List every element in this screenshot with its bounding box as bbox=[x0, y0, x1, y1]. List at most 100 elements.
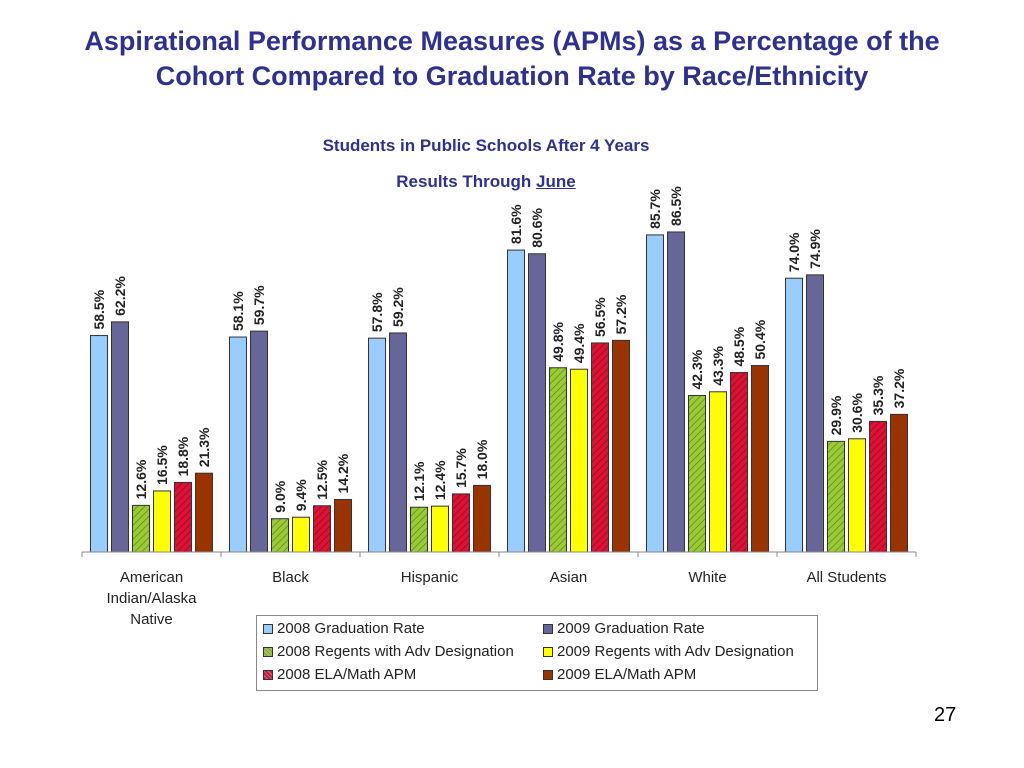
value-label-1-3: 9.4% bbox=[293, 479, 309, 511]
bar-2-0 bbox=[368, 337, 386, 553]
value-label-4-0: 85.7% bbox=[647, 189, 663, 229]
legend-swatch-5 bbox=[543, 669, 553, 680]
bar-4-1 bbox=[667, 231, 685, 553]
bar-1-3 bbox=[292, 516, 310, 553]
bar-1-2 bbox=[271, 518, 289, 553]
bar-3-1 bbox=[528, 253, 546, 553]
legend: 2008 Graduation Rate 2009 Graduation Rat… bbox=[256, 615, 818, 691]
bar-5-1 bbox=[806, 274, 824, 553]
bar-1-4 bbox=[313, 505, 331, 553]
bar-1-5 bbox=[334, 498, 352, 553]
value-label-5-0: 74.0% bbox=[786, 232, 802, 272]
value-label-1-0: 58.1% bbox=[230, 291, 246, 331]
value-label-0-0: 58.5% bbox=[91, 289, 107, 329]
legend-label: 2009 ELA/Math APM bbox=[557, 666, 697, 683]
value-label-0-2: 12.6% bbox=[133, 459, 149, 499]
bar-4-0 bbox=[646, 234, 664, 553]
legend-item-2008-ela-math-apm: 2008 ELA/Math APM bbox=[257, 663, 537, 686]
bar-3-2 bbox=[549, 367, 567, 553]
value-label-5-1: 74.9% bbox=[807, 229, 823, 269]
bar-0-3 bbox=[153, 490, 171, 553]
bar-0-4 bbox=[174, 481, 192, 553]
legend-swatch-3 bbox=[543, 646, 553, 657]
value-label-2-5: 18.0% bbox=[474, 439, 490, 479]
bar-2-4 bbox=[452, 493, 470, 553]
chart-subtitle: Students in Public Schools After 4 Years bbox=[322, 136, 650, 155]
value-label-1-5: 14.2% bbox=[335, 453, 351, 493]
legend-label: 2009 Regents with Adv Designation bbox=[557, 643, 794, 660]
category-label-4: White bbox=[688, 569, 726, 586]
legend-swatch-1 bbox=[543, 623, 553, 634]
bar-1-0 bbox=[229, 336, 247, 553]
legend-label: 2008 Graduation Rate bbox=[277, 620, 425, 637]
value-label-1-2: 9.0% bbox=[272, 480, 288, 512]
value-label-5-3: 30.6% bbox=[849, 393, 865, 433]
bars-layer bbox=[90, 231, 908, 553]
page-title: Aspirational Performance Measures (APMs)… bbox=[84, 26, 940, 91]
value-label-3-4: 56.5% bbox=[592, 297, 608, 337]
category-label-0: American Indian/Alaska Native bbox=[106, 569, 197, 628]
legend-swatch-2 bbox=[263, 646, 273, 657]
value-label-3-5: 57.2% bbox=[613, 294, 629, 334]
bar-5-0 bbox=[785, 277, 803, 553]
value-label-5-4: 35.3% bbox=[870, 375, 886, 415]
bar-0-5 bbox=[195, 472, 213, 553]
legend-item-2008-regents: 2008 Regents with Adv Designation bbox=[257, 640, 537, 663]
bar-2-3 bbox=[431, 505, 449, 553]
bar-2-5 bbox=[473, 484, 491, 553]
value-label-2-3: 12.4% bbox=[432, 460, 448, 500]
value-label-2-0: 57.8% bbox=[369, 292, 385, 332]
legend-label: 2008 ELA/Math APM bbox=[277, 666, 417, 683]
value-label-3-2: 49.8% bbox=[550, 321, 566, 361]
page-number: 27 bbox=[934, 704, 957, 726]
value-label-3-0: 81.6% bbox=[508, 204, 524, 244]
value-label-0-3: 16.5% bbox=[154, 445, 170, 485]
value-label-4-2: 42.3% bbox=[689, 349, 705, 389]
subtitle-underlined: June bbox=[536, 172, 576, 191]
chart-subtitle-2: Results Through June bbox=[0, 172, 972, 192]
bar-4-2 bbox=[688, 394, 706, 553]
bar-5-2 bbox=[827, 440, 845, 553]
value-labels-layer: 58.5% 62.2% 12.6% 16.5% 18.8% 21.3% 58.1% 59.7%… bbox=[91, 186, 907, 513]
value-label-4-1: 86.5% bbox=[668, 186, 684, 226]
value-label-4-4: 48.5% bbox=[731, 326, 747, 366]
value-label-2-2: 12.1% bbox=[411, 461, 427, 501]
bar-4-3 bbox=[709, 391, 727, 553]
legend-item-2009-ela-math-apm: 2009 ELA/Math APM bbox=[537, 663, 817, 686]
bar-0-0 bbox=[90, 335, 108, 553]
value-label-3-3: 49.4% bbox=[571, 323, 587, 363]
legend-item-2009-graduation-rate: 2009 Graduation Rate bbox=[537, 617, 817, 640]
bar-5-3 bbox=[848, 438, 866, 553]
legend-label: 2009 Graduation Rate bbox=[557, 620, 705, 637]
bar-5-4 bbox=[869, 420, 887, 553]
bar-0-1 bbox=[111, 321, 129, 553]
value-label-3-1: 80.6% bbox=[529, 208, 545, 248]
category-label-3: Asian bbox=[550, 569, 588, 586]
bar-3-0 bbox=[507, 249, 525, 553]
legend-label: 2008 Regents with Adv Designation bbox=[277, 643, 514, 660]
subtitle-prefix: Results Through bbox=[396, 172, 537, 191]
value-label-0-1: 62.2% bbox=[112, 276, 128, 316]
legend-item-2008-graduation-rate: 2008 Graduation Rate bbox=[257, 617, 537, 640]
value-label-1-1: 59.7% bbox=[251, 285, 267, 325]
bar-1-1 bbox=[250, 330, 268, 553]
value-label-4-3: 43.3% bbox=[710, 346, 726, 386]
value-label-0-5: 21.3% bbox=[196, 427, 212, 467]
bar-3-5 bbox=[612, 339, 630, 553]
bar-4-5 bbox=[751, 365, 769, 553]
axis-layer: American Indian/Alaska Native Black Hispanic… bbox=[81, 551, 917, 628]
legend-item-2009-regents: 2009 Regents with Adv Designation bbox=[537, 640, 817, 663]
bar-3-4 bbox=[591, 342, 609, 553]
value-label-5-2: 29.9% bbox=[828, 395, 844, 435]
bar-2-2 bbox=[410, 506, 428, 553]
legend-swatch-4 bbox=[263, 669, 273, 680]
value-label-4-5: 50.4% bbox=[752, 319, 768, 359]
value-label-0-4: 18.8% bbox=[175, 436, 191, 476]
bar-5-5 bbox=[890, 413, 908, 553]
category-label-1: Black bbox=[272, 569, 309, 586]
bar-2-1 bbox=[389, 332, 407, 553]
bar-4-4 bbox=[730, 372, 748, 553]
value-label-1-4: 12.5% bbox=[314, 460, 330, 500]
legend-swatch-0 bbox=[263, 623, 273, 634]
